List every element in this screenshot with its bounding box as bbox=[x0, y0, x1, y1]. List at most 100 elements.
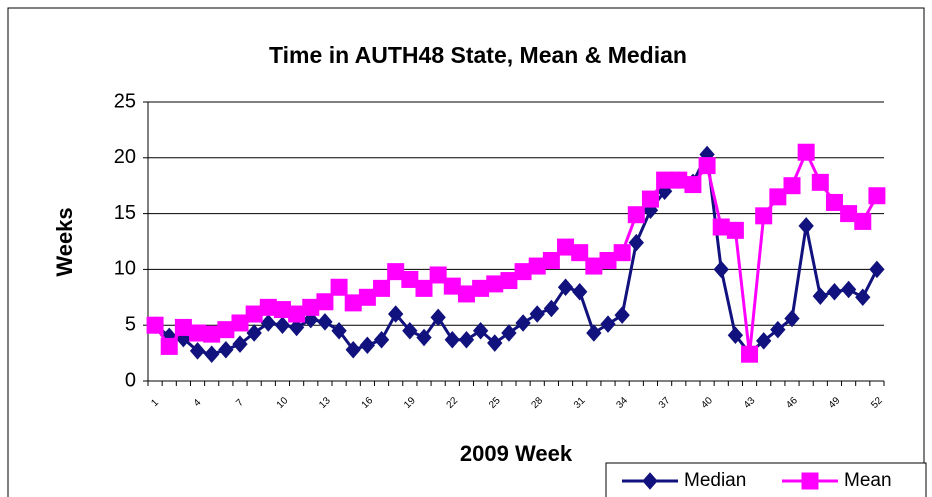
data-point bbox=[174, 318, 192, 336]
data-point bbox=[443, 277, 461, 295]
data-point bbox=[613, 244, 631, 262]
data-point bbox=[798, 217, 814, 235]
data-point bbox=[627, 206, 645, 224]
data-point bbox=[429, 266, 447, 284]
data-point bbox=[344, 294, 362, 312]
data-point bbox=[670, 171, 688, 189]
y-tick-label: 20 bbox=[114, 146, 136, 168]
data-point bbox=[797, 143, 815, 161]
data-point bbox=[430, 308, 446, 327]
data-point bbox=[331, 322, 347, 340]
data-point bbox=[160, 337, 178, 355]
y-tick-label: 5 bbox=[125, 313, 136, 335]
data-point bbox=[472, 322, 489, 340]
data-point bbox=[515, 314, 531, 332]
data-point bbox=[387, 263, 405, 281]
x-axis-label: 2009 Week bbox=[460, 441, 573, 466]
data-point bbox=[528, 257, 546, 275]
data-point bbox=[273, 301, 291, 319]
data-point bbox=[373, 279, 391, 297]
data-point bbox=[854, 212, 872, 230]
data-point bbox=[345, 340, 361, 359]
data-point bbox=[486, 275, 504, 293]
legend-label: Mean bbox=[844, 470, 892, 491]
data-point bbox=[769, 188, 787, 206]
data-point bbox=[641, 190, 659, 208]
data-point bbox=[402, 322, 418, 340]
data-point bbox=[458, 330, 475, 349]
data-point bbox=[316, 293, 334, 311]
data-point bbox=[826, 282, 843, 301]
data-point bbox=[656, 171, 674, 189]
data-point bbox=[472, 279, 490, 297]
data-point bbox=[330, 278, 348, 296]
y-axis-label: Weeks bbox=[52, 207, 77, 276]
data-point bbox=[599, 251, 617, 269]
data-point bbox=[288, 305, 306, 323]
data-point bbox=[203, 325, 221, 343]
data-point bbox=[586, 324, 602, 342]
data-point bbox=[359, 336, 376, 355]
data-point bbox=[784, 309, 800, 328]
data-point bbox=[783, 177, 801, 195]
data-point bbox=[855, 288, 871, 307]
data-point bbox=[811, 173, 829, 191]
data-point bbox=[756, 332, 772, 350]
data-point bbox=[770, 320, 786, 339]
data-point bbox=[557, 238, 575, 256]
y-tick-label: 0 bbox=[125, 369, 136, 391]
y-tick-label: 10 bbox=[114, 258, 136, 280]
data-point bbox=[401, 270, 419, 288]
data-point bbox=[684, 176, 702, 194]
data-point bbox=[614, 306, 630, 324]
y-tick-label: 15 bbox=[114, 202, 136, 224]
data-point bbox=[415, 279, 433, 297]
data-point bbox=[302, 298, 320, 316]
data-point bbox=[245, 305, 263, 323]
legend-marker bbox=[801, 472, 819, 490]
data-point bbox=[457, 285, 475, 303]
data-point bbox=[585, 257, 603, 275]
data-point bbox=[698, 157, 716, 175]
legend-marker bbox=[642, 472, 658, 490]
data-point bbox=[317, 313, 333, 331]
data-point bbox=[259, 298, 277, 316]
chart-border bbox=[7, 7, 925, 497]
data-point bbox=[600, 315, 616, 333]
data-point bbox=[542, 251, 560, 269]
data-point bbox=[218, 340, 234, 359]
data-point bbox=[727, 326, 744, 345]
data-point bbox=[868, 187, 886, 205]
data-point bbox=[501, 324, 517, 342]
data-point bbox=[572, 282, 588, 301]
data-point bbox=[246, 324, 262, 342]
data-point bbox=[444, 330, 460, 349]
data-point bbox=[812, 287, 828, 305]
data-point bbox=[726, 221, 744, 239]
data-point bbox=[712, 218, 730, 236]
data-point bbox=[373, 330, 390, 349]
data-point bbox=[260, 314, 276, 332]
data-point bbox=[741, 345, 759, 363]
data-point bbox=[288, 318, 305, 337]
data-point bbox=[628, 233, 644, 252]
data-point bbox=[416, 328, 432, 347]
data-point bbox=[500, 272, 518, 290]
data-point bbox=[840, 280, 857, 299]
data-point bbox=[514, 263, 532, 281]
data-point bbox=[543, 299, 560, 318]
data-point bbox=[358, 288, 376, 306]
data-point bbox=[755, 207, 773, 225]
data-point bbox=[571, 244, 589, 262]
y-tick-label: 25 bbox=[114, 90, 136, 112]
data-point bbox=[146, 316, 164, 334]
data-point bbox=[388, 305, 404, 323]
data-point bbox=[232, 335, 248, 353]
chart-title: Time in AUTH48 State, Mean & Median bbox=[269, 42, 687, 68]
data-point bbox=[557, 278, 574, 297]
data-point bbox=[869, 260, 885, 279]
data-point bbox=[217, 321, 235, 339]
data-point bbox=[204, 345, 220, 363]
legend-label: Median bbox=[684, 470, 746, 491]
